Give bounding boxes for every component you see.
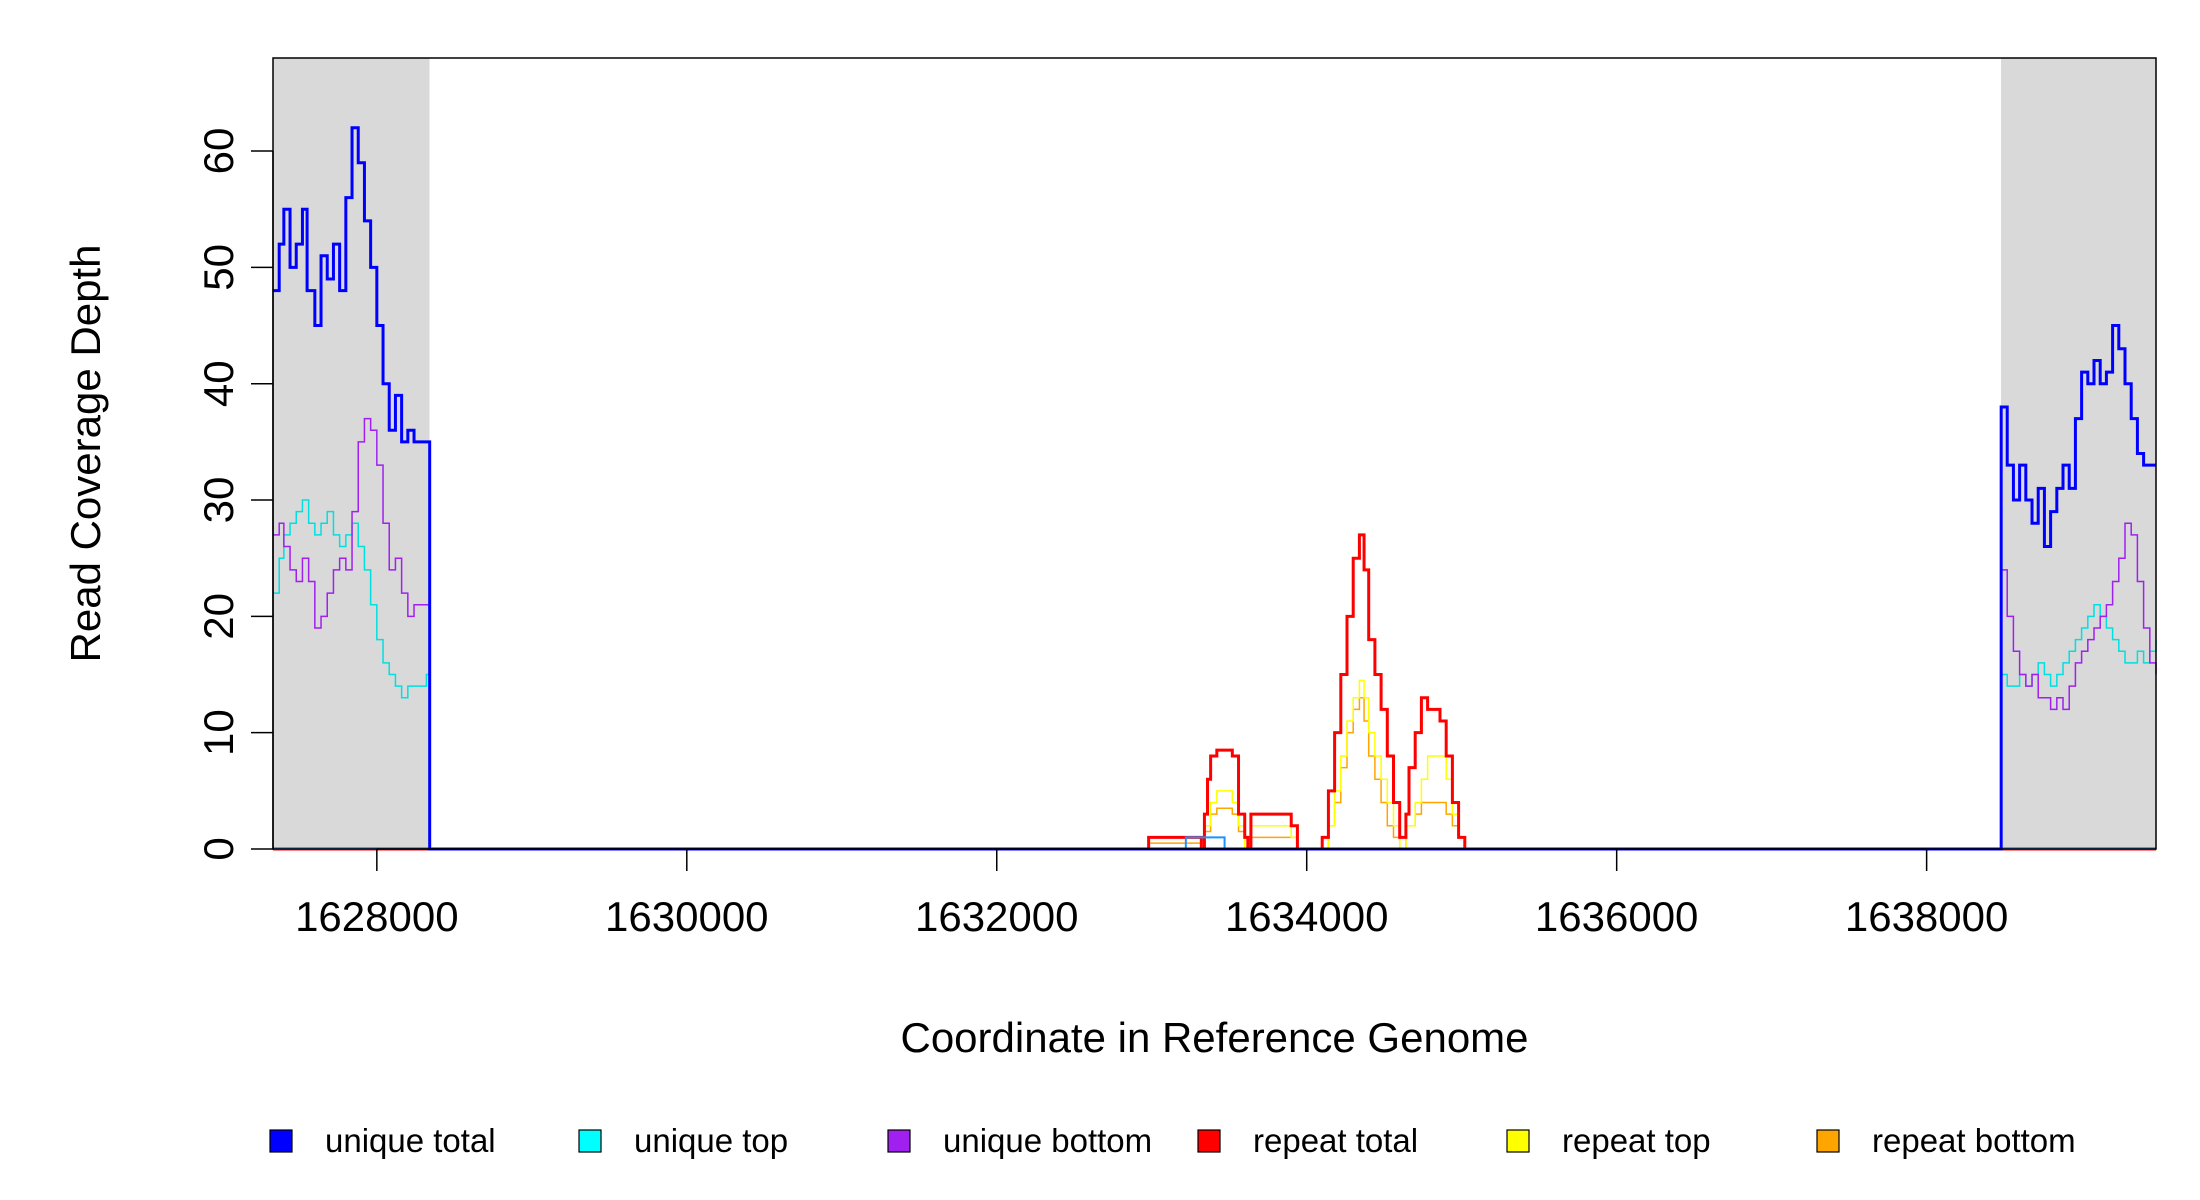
legend-swatch (1506, 1129, 1530, 1153)
legend: unique total unique top unique bottom repea… (269, 1122, 2076, 1159)
shaded-regions (273, 58, 2156, 849)
y-tick-label: 60 (195, 128, 242, 175)
y-tick-label: 40 (195, 360, 242, 407)
series-line-repeat-bottom (273, 697, 2156, 850)
legend-swatch (578, 1129, 602, 1153)
legend-label: unique top (634, 1122, 788, 1159)
y-tick-label: 30 (195, 477, 242, 524)
x-tick-label: 1636000 (1535, 893, 1699, 940)
legend-label: unique total (325, 1122, 496, 1159)
y-axis-label: Read Coverage Depth (62, 245, 109, 663)
plot-frame (272, 57, 2157, 850)
series-line-unique-bottom (273, 417, 2157, 850)
x-axis-label: Coordinate in Reference Genome (900, 1014, 1528, 1061)
x-axis: 1628000 1630000 1632000 1634000 1636000 16380… (295, 848, 2009, 940)
legend-label: repeat total (1253, 1122, 1418, 1159)
legend-swatch (887, 1129, 911, 1153)
y-tick-label: 20 (195, 593, 242, 640)
series-line-extra (273, 836, 2156, 850)
legend-label: repeat top (1562, 1122, 1711, 1159)
legend-swatch (1816, 1129, 1840, 1153)
legend-swatch (269, 1129, 293, 1153)
x-tick-label: 1628000 (295, 893, 459, 940)
y-axis: 0 10 20 30 40 50 60 (195, 128, 274, 861)
y-tick-label: 50 (195, 244, 242, 291)
x-tick-label: 1638000 (1845, 893, 2009, 940)
x-tick-label: 1632000 (915, 893, 1079, 940)
legend-label: repeat bottom (1872, 1122, 2076, 1159)
series-lines (273, 126, 2157, 851)
x-tick-label: 1634000 (1225, 893, 1389, 940)
series-line-repeat-total (273, 533, 2156, 851)
series-line-unique-total (273, 126, 2156, 851)
legend-swatch (1197, 1129, 1221, 1153)
series-line-repeat-top (273, 679, 2156, 850)
legend-label: unique bottom (943, 1122, 1152, 1159)
y-tick-label: 0 (195, 837, 242, 860)
x-tick-label: 1630000 (605, 893, 769, 940)
y-tick-label: 10 (195, 709, 242, 756)
shaded-region-2 (2001, 58, 2156, 849)
series-line-unique-top (273, 499, 2157, 850)
